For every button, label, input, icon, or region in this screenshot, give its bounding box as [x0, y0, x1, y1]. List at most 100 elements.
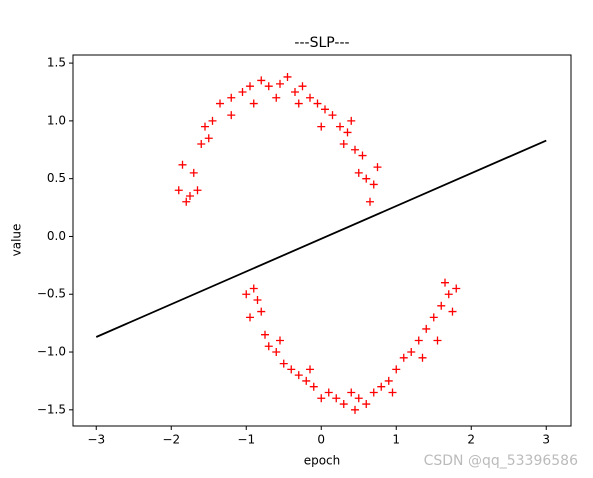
marker: [204, 134, 213, 143]
marker: [246, 82, 254, 91]
plot-frame: [72, 54, 572, 427]
marker: [317, 122, 326, 131]
line: [95, 139, 547, 338]
marker: [328, 111, 337, 120]
marker: [249, 284, 258, 293]
marker: [418, 353, 427, 362]
marker: [339, 400, 348, 409]
marker: [362, 400, 371, 409]
marker: [238, 87, 247, 96]
marker: [332, 394, 341, 403]
y-tick-label: −1.5: [37, 402, 66, 416]
marker: [249, 99, 258, 108]
marker: [407, 348, 416, 357]
marker: [283, 72, 292, 81]
marker: [186, 192, 194, 201]
marker: [201, 122, 209, 131]
marker: [302, 376, 311, 385]
marker: [336, 122, 344, 131]
marker: [347, 116, 356, 125]
y-tick-label: 0.5: [47, 171, 66, 185]
marker: [227, 111, 236, 120]
marker: [414, 336, 423, 345]
marker: [197, 139, 206, 148]
marker: [369, 388, 378, 397]
marker: [264, 82, 273, 91]
marker: [189, 168, 198, 177]
marker: [392, 365, 401, 374]
x-tick-label: 0: [317, 433, 325, 447]
marker: [369, 180, 378, 189]
marker: [317, 394, 326, 403]
marker: [422, 324, 431, 333]
y-tick-label: 1.0: [47, 113, 66, 127]
marker: [174, 186, 183, 195]
x-tick-label: −3: [87, 433, 105, 447]
marker: [291, 87, 299, 96]
marker: [294, 371, 303, 380]
marker: [452, 284, 461, 293]
watermark: CSDN @qq_53396586: [424, 453, 578, 469]
marker: [388, 388, 397, 397]
marker: [246, 313, 254, 322]
marker: [354, 168, 363, 177]
marker: [358, 151, 367, 160]
marker: [193, 186, 202, 195]
x-tick-label: −2: [162, 433, 180, 447]
marker: [366, 197, 374, 206]
marker: [287, 365, 296, 374]
marker: [384, 376, 393, 385]
marker: [298, 82, 307, 91]
marker: [429, 313, 438, 322]
y-tick-label: 0.0: [47, 229, 66, 243]
marker: [362, 174, 371, 183]
marker: [354, 394, 363, 403]
marker: [227, 93, 236, 102]
marker: [433, 336, 442, 345]
marker: [377, 382, 386, 391]
marker: [276, 336, 284, 345]
x-tick-label: 2: [467, 433, 475, 447]
marker: [208, 116, 217, 125]
marker: [309, 382, 318, 391]
marker: [306, 93, 314, 102]
marker: [276, 79, 284, 88]
x-tick-label: 3: [542, 433, 550, 447]
marker: [347, 388, 356, 397]
marker: [437, 301, 446, 310]
marker: [253, 296, 262, 305]
marker: [279, 359, 288, 368]
marker: [257, 76, 266, 85]
marker: [294, 99, 303, 108]
x-axis-label: epoch: [304, 454, 341, 468]
marker: [373, 163, 382, 172]
marker: [324, 388, 333, 397]
marker: [321, 105, 329, 114]
chart-title: ---SLP---: [294, 35, 349, 51]
marker: [242, 290, 251, 299]
marker: [182, 197, 191, 206]
marker: [313, 99, 322, 108]
y-tick-label: −0.5: [37, 287, 66, 301]
x-tick-label: 1: [392, 433, 400, 447]
marker: [261, 330, 269, 339]
marker: [339, 139, 348, 148]
marker: [351, 405, 359, 414]
marker: [343, 128, 352, 137]
marker: [216, 99, 224, 108]
marker: [399, 353, 408, 362]
marker: [351, 145, 359, 154]
y-tick-label: −1.0: [37, 345, 66, 359]
marker: [257, 307, 266, 316]
marker: [264, 342, 273, 351]
marker: [448, 307, 457, 316]
marker: [444, 290, 453, 299]
marker: [178, 160, 187, 169]
marker: [272, 93, 281, 102]
marker: [441, 278, 449, 287]
marker: [272, 348, 281, 357]
y-axis-label: value: [10, 224, 24, 257]
marker: [306, 365, 314, 374]
